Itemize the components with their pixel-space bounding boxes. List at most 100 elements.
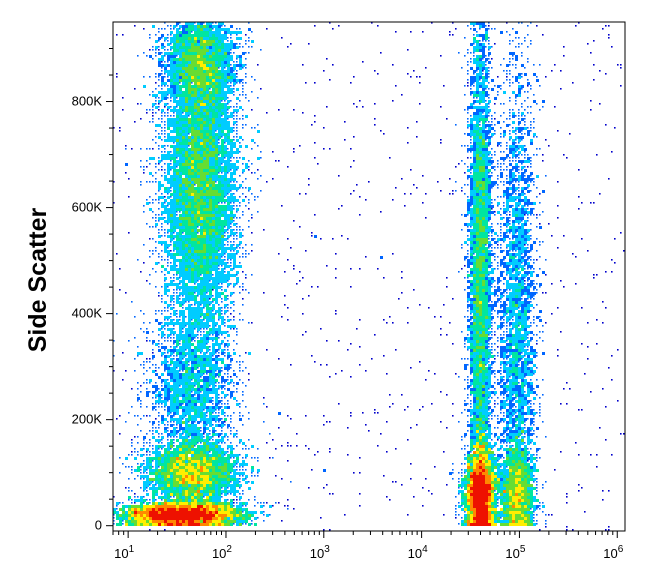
density-cell <box>491 331 493 333</box>
density-cell <box>509 115 511 117</box>
density-cell <box>152 103 155 106</box>
density-cell <box>206 175 209 178</box>
density-cell <box>293 109 295 111</box>
density-cell <box>479 109 482 112</box>
density-cell <box>491 304 494 307</box>
density-cell <box>167 40 169 42</box>
density-cell <box>485 208 488 211</box>
density-cell <box>173 94 176 97</box>
density-cell <box>200 328 202 330</box>
density-cell <box>191 58 194 61</box>
density-cell <box>161 310 163 312</box>
density-cell <box>179 130 182 133</box>
density-cell <box>197 328 200 331</box>
density-cell <box>524 121 526 123</box>
density-cell <box>179 304 182 307</box>
density-cell <box>467 70 469 72</box>
density-cell <box>194 169 197 172</box>
density-cell <box>212 265 215 268</box>
density-cell <box>527 316 530 319</box>
density-cell <box>605 73 607 75</box>
density-cell <box>527 97 529 99</box>
density-cell <box>215 265 218 268</box>
density-cell <box>218 229 221 232</box>
density-cell <box>482 169 485 172</box>
density-cell <box>215 154 218 157</box>
density-cell <box>506 157 508 159</box>
density-cell <box>359 268 361 270</box>
density-cell <box>527 181 529 183</box>
density-cell <box>194 298 197 301</box>
density-cell <box>512 142 515 145</box>
density-cell <box>224 100 226 102</box>
density-cell <box>209 238 212 241</box>
density-cell <box>212 76 215 79</box>
density-cell <box>215 232 218 235</box>
density-cell <box>530 244 533 247</box>
density-cell <box>212 268 215 271</box>
density-cell <box>212 241 215 244</box>
density-cell <box>509 292 512 295</box>
density-cell <box>212 58 215 61</box>
density-cell <box>491 67 493 69</box>
density-cell <box>203 40 206 43</box>
density-cell <box>203 226 206 229</box>
density-cell <box>512 130 515 133</box>
density-cell <box>233 136 235 138</box>
density-cell <box>227 232 229 234</box>
density-cell <box>509 112 511 114</box>
density-cell <box>161 139 163 141</box>
density-cell <box>521 103 523 105</box>
density-cell <box>221 265 223 267</box>
density-cell <box>158 52 161 55</box>
density-cell <box>173 322 176 325</box>
density-cell <box>224 31 227 34</box>
density-cell <box>152 112 154 114</box>
density-cell <box>200 307 203 310</box>
density-cell <box>200 202 203 205</box>
density-cell <box>152 331 154 333</box>
density-cell <box>221 259 224 262</box>
density-cell <box>179 151 182 154</box>
density-cell <box>515 250 517 252</box>
density-cell <box>485 178 488 181</box>
density-cell <box>185 49 188 52</box>
density-cell <box>470 280 473 283</box>
density-cell <box>167 217 170 220</box>
density-cell <box>179 154 182 157</box>
density-cell <box>224 247 227 250</box>
density-cell <box>200 199 203 202</box>
density-cell <box>473 322 476 325</box>
density-cell <box>218 40 221 43</box>
density-cell <box>527 178 530 181</box>
density-cell <box>179 259 182 262</box>
density-cell <box>173 91 176 94</box>
density-cell <box>236 124 238 126</box>
density-cell <box>485 235 488 238</box>
density-cell <box>176 283 179 286</box>
density-cell <box>281 37 283 39</box>
density-cell <box>164 154 167 157</box>
density-cell <box>488 331 491 334</box>
density-cell <box>170 307 173 310</box>
density-cell <box>197 115 200 118</box>
density-cell <box>185 292 188 295</box>
density-cell <box>188 208 191 211</box>
density-cell <box>509 40 511 42</box>
density-cell <box>497 196 499 198</box>
density-cell <box>113 202 115 204</box>
density-cell <box>182 217 185 220</box>
density-cell <box>506 148 508 150</box>
density-cell <box>482 247 485 250</box>
density-cell <box>194 61 197 64</box>
density-cell <box>209 46 212 49</box>
density-cell <box>530 112 532 114</box>
density-cell <box>194 184 196 186</box>
density-cell <box>476 295 479 298</box>
density-cell <box>488 301 490 303</box>
density-cell <box>188 193 191 196</box>
density-cell <box>218 49 221 52</box>
density-cell <box>515 154 518 157</box>
density-cell <box>338 340 340 342</box>
density-cell <box>158 37 161 40</box>
